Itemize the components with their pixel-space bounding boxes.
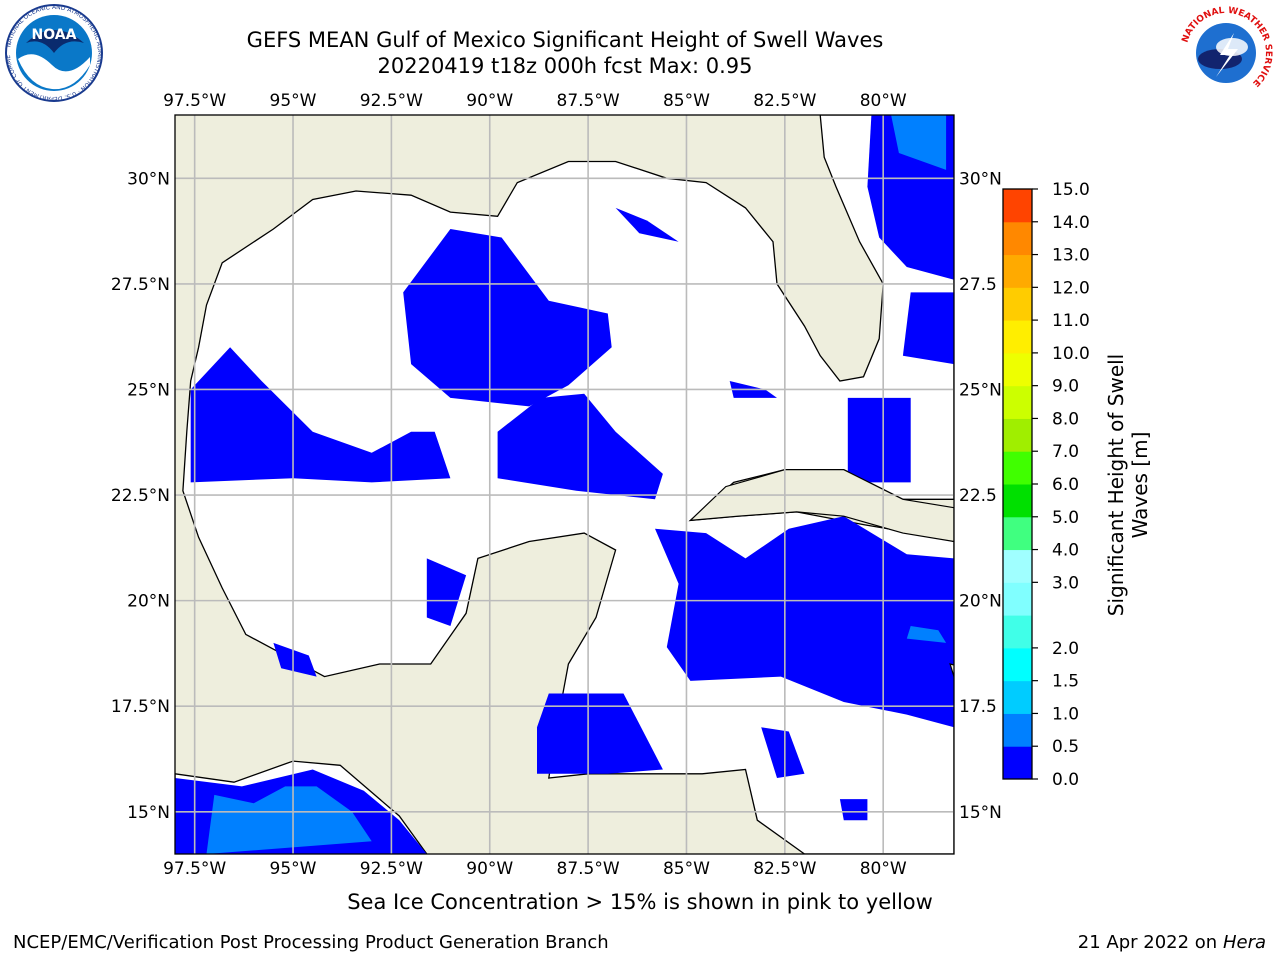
colorbar-segment xyxy=(1003,746,1032,780)
cuba-island xyxy=(688,469,954,543)
colorbar-tick-label: 6.0 xyxy=(1052,475,1079,495)
colorbar-tick-label: 14.0 xyxy=(1052,213,1090,233)
lat-tick-label-right: 15°N xyxy=(959,803,1002,823)
lat-tick-label-right: 27.5 xyxy=(959,275,997,295)
colorbar-segment xyxy=(1003,549,1032,583)
colorbar-tick-label: 13.0 xyxy=(1052,246,1090,266)
colorbar-tick-label: 0.5 xyxy=(1052,737,1079,757)
lon-tick-label-top: 97.5°W xyxy=(163,91,226,111)
lon-tick-label-bottom: 80°W xyxy=(860,859,907,879)
colorbar-tick-label: 10.0 xyxy=(1052,344,1090,364)
colorbar-title: Significant Height of Swell Waves [m] xyxy=(1104,354,1152,616)
lat-tick-label-left: 30°N xyxy=(127,169,170,189)
colorbar-segment xyxy=(1003,385,1032,419)
swell-patch-west-gulf xyxy=(190,347,451,483)
lon-tick-label-top: 87.5°W xyxy=(557,91,620,111)
jamaica-island xyxy=(949,663,954,678)
noaa-logo-text: NOAA xyxy=(32,27,77,43)
colorbar-title-line1: Significant Height of Swell xyxy=(1104,353,1128,617)
run-host: Hera xyxy=(1222,932,1266,953)
swell-patch-bahamas xyxy=(902,292,954,365)
colorbar-tick-label: 15.0 xyxy=(1052,180,1090,200)
colorbar-segment xyxy=(1003,713,1032,747)
lon-tick-label-top: 95°W xyxy=(270,91,317,111)
colorbar-segment xyxy=(1003,352,1032,387)
colorbar-segment xyxy=(1003,516,1032,551)
colorbar-tick-label: 11.0 xyxy=(1052,311,1090,331)
colorbar-segment xyxy=(1003,418,1032,452)
swell-patch-central-gulf xyxy=(403,229,612,407)
lat-tick-label-right: 30°N xyxy=(959,169,1002,189)
chart-title: GEFS MEAN Gulf of Mexico Significant Hei… xyxy=(246,28,884,52)
colorbar-segment xyxy=(1003,287,1032,321)
colorbar-segment xyxy=(1003,221,1032,256)
lat-tick-label-left: 20°N xyxy=(127,592,170,612)
colorbar-tick-label: 9.0 xyxy=(1052,377,1079,397)
lat-tick-label-right: 22.5 xyxy=(959,486,997,506)
lat-tick-label-left: 17.5°N xyxy=(111,697,170,717)
swell-patch-pacific-mid xyxy=(206,786,372,854)
swell-patch-honduras xyxy=(537,693,663,774)
lon-tick-label-bottom: 92.5°W xyxy=(360,859,423,879)
colorbar-segment xyxy=(1003,647,1032,682)
swell-patch-campeche xyxy=(426,558,467,626)
lon-tick-label-bottom: 97.5°W xyxy=(163,859,226,879)
swell-patch-nicaragua xyxy=(761,727,805,778)
lon-tick-label-top: 80°W xyxy=(860,91,907,111)
lat-tick-label-right: 20°N xyxy=(959,592,1002,612)
colorbar-tick-label: 8.0 xyxy=(1052,409,1079,429)
colorbar-title-line2: Waves [m] xyxy=(1128,431,1152,539)
colorbar-tick-label: 1.5 xyxy=(1052,672,1079,692)
swell-patch-nicaragua-south xyxy=(839,799,868,821)
colorbar-tick-label: 2.0 xyxy=(1052,639,1079,659)
run-date-text: 21 Apr 2022 on xyxy=(1077,932,1223,953)
lon-tick-label-top: 90°W xyxy=(466,91,513,111)
swell-patch-veracruz xyxy=(273,642,317,677)
colorbar-segment xyxy=(1003,680,1032,714)
colorbar-segment xyxy=(1003,254,1032,288)
colorbar-segment xyxy=(1003,451,1032,485)
lat-tick-label-right: 17.5 xyxy=(959,697,997,717)
lat-tick-label-left: 15°N xyxy=(127,803,170,823)
colorbar-segment xyxy=(1003,582,1032,616)
lon-tick-label-bottom: 85°W xyxy=(663,859,710,879)
swell-patch-cayman xyxy=(906,626,947,643)
swell-patch-florida-straits xyxy=(847,397,911,483)
colorbar-segment xyxy=(1003,189,1032,223)
colorbar-tick-label: 1.0 xyxy=(1052,704,1079,724)
colorbar-tick-label: 7.0 xyxy=(1052,442,1079,462)
swell-patch-atlantic-mid xyxy=(891,115,947,170)
lon-tick-label-top: 85°W xyxy=(663,91,710,111)
run-date: 21 Apr 2022 on Hera xyxy=(1078,932,1266,953)
lon-tick-label-bottom: 90°W xyxy=(466,859,513,879)
sea-ice-caption: Sea Ice Concentration > 15% is shown in … xyxy=(347,890,933,914)
nws-logo: NATIONAL WEATHER SERVICE xyxy=(1178,5,1274,101)
lat-tick-label-right: 25°N xyxy=(959,380,1002,400)
colorbar-segment xyxy=(1003,484,1032,518)
map-plot-area xyxy=(175,115,954,854)
swell-patch-panhandle xyxy=(615,207,679,242)
colorbar-tick-label: 12.0 xyxy=(1052,278,1090,298)
lat-tick-label-left: 22.5°N xyxy=(111,486,170,506)
lon-tick-label-bottom: 95°W xyxy=(270,859,317,879)
lon-tick-label-top: 92.5°W xyxy=(360,91,423,111)
colorbar-tick-label: 4.0 xyxy=(1052,541,1079,561)
lon-tick-label-bottom: 82.5°W xyxy=(753,859,816,879)
lon-tick-label-top: 82.5°W xyxy=(753,91,816,111)
credit-line: NCEP/EMC/Verification Post Processing Pr… xyxy=(13,932,609,953)
colorbar-segment xyxy=(1003,320,1032,354)
noaa-logo: NATIONAL OCEANIC AND ATMOSPHERIC ADMINIS… xyxy=(4,3,103,102)
lat-tick-label-left: 25°N xyxy=(127,380,170,400)
map-frame xyxy=(174,114,955,855)
swell-patch-caribbean xyxy=(655,516,954,728)
lon-tick-label-bottom: 87.5°W xyxy=(557,859,620,879)
colorbar-segment xyxy=(1003,615,1032,649)
chart-subtitle: 20220419 t18z 000h fcst Max: 0.95 xyxy=(377,54,753,78)
colorbar-tick-label: 3.0 xyxy=(1052,573,1079,593)
swell-patch-central-south xyxy=(497,393,663,500)
colorbar-tick-label: 5.0 xyxy=(1052,508,1079,528)
colorbar-tick-label: 0.0 xyxy=(1052,770,1079,790)
lat-tick-label-left: 27.5°N xyxy=(111,275,170,295)
